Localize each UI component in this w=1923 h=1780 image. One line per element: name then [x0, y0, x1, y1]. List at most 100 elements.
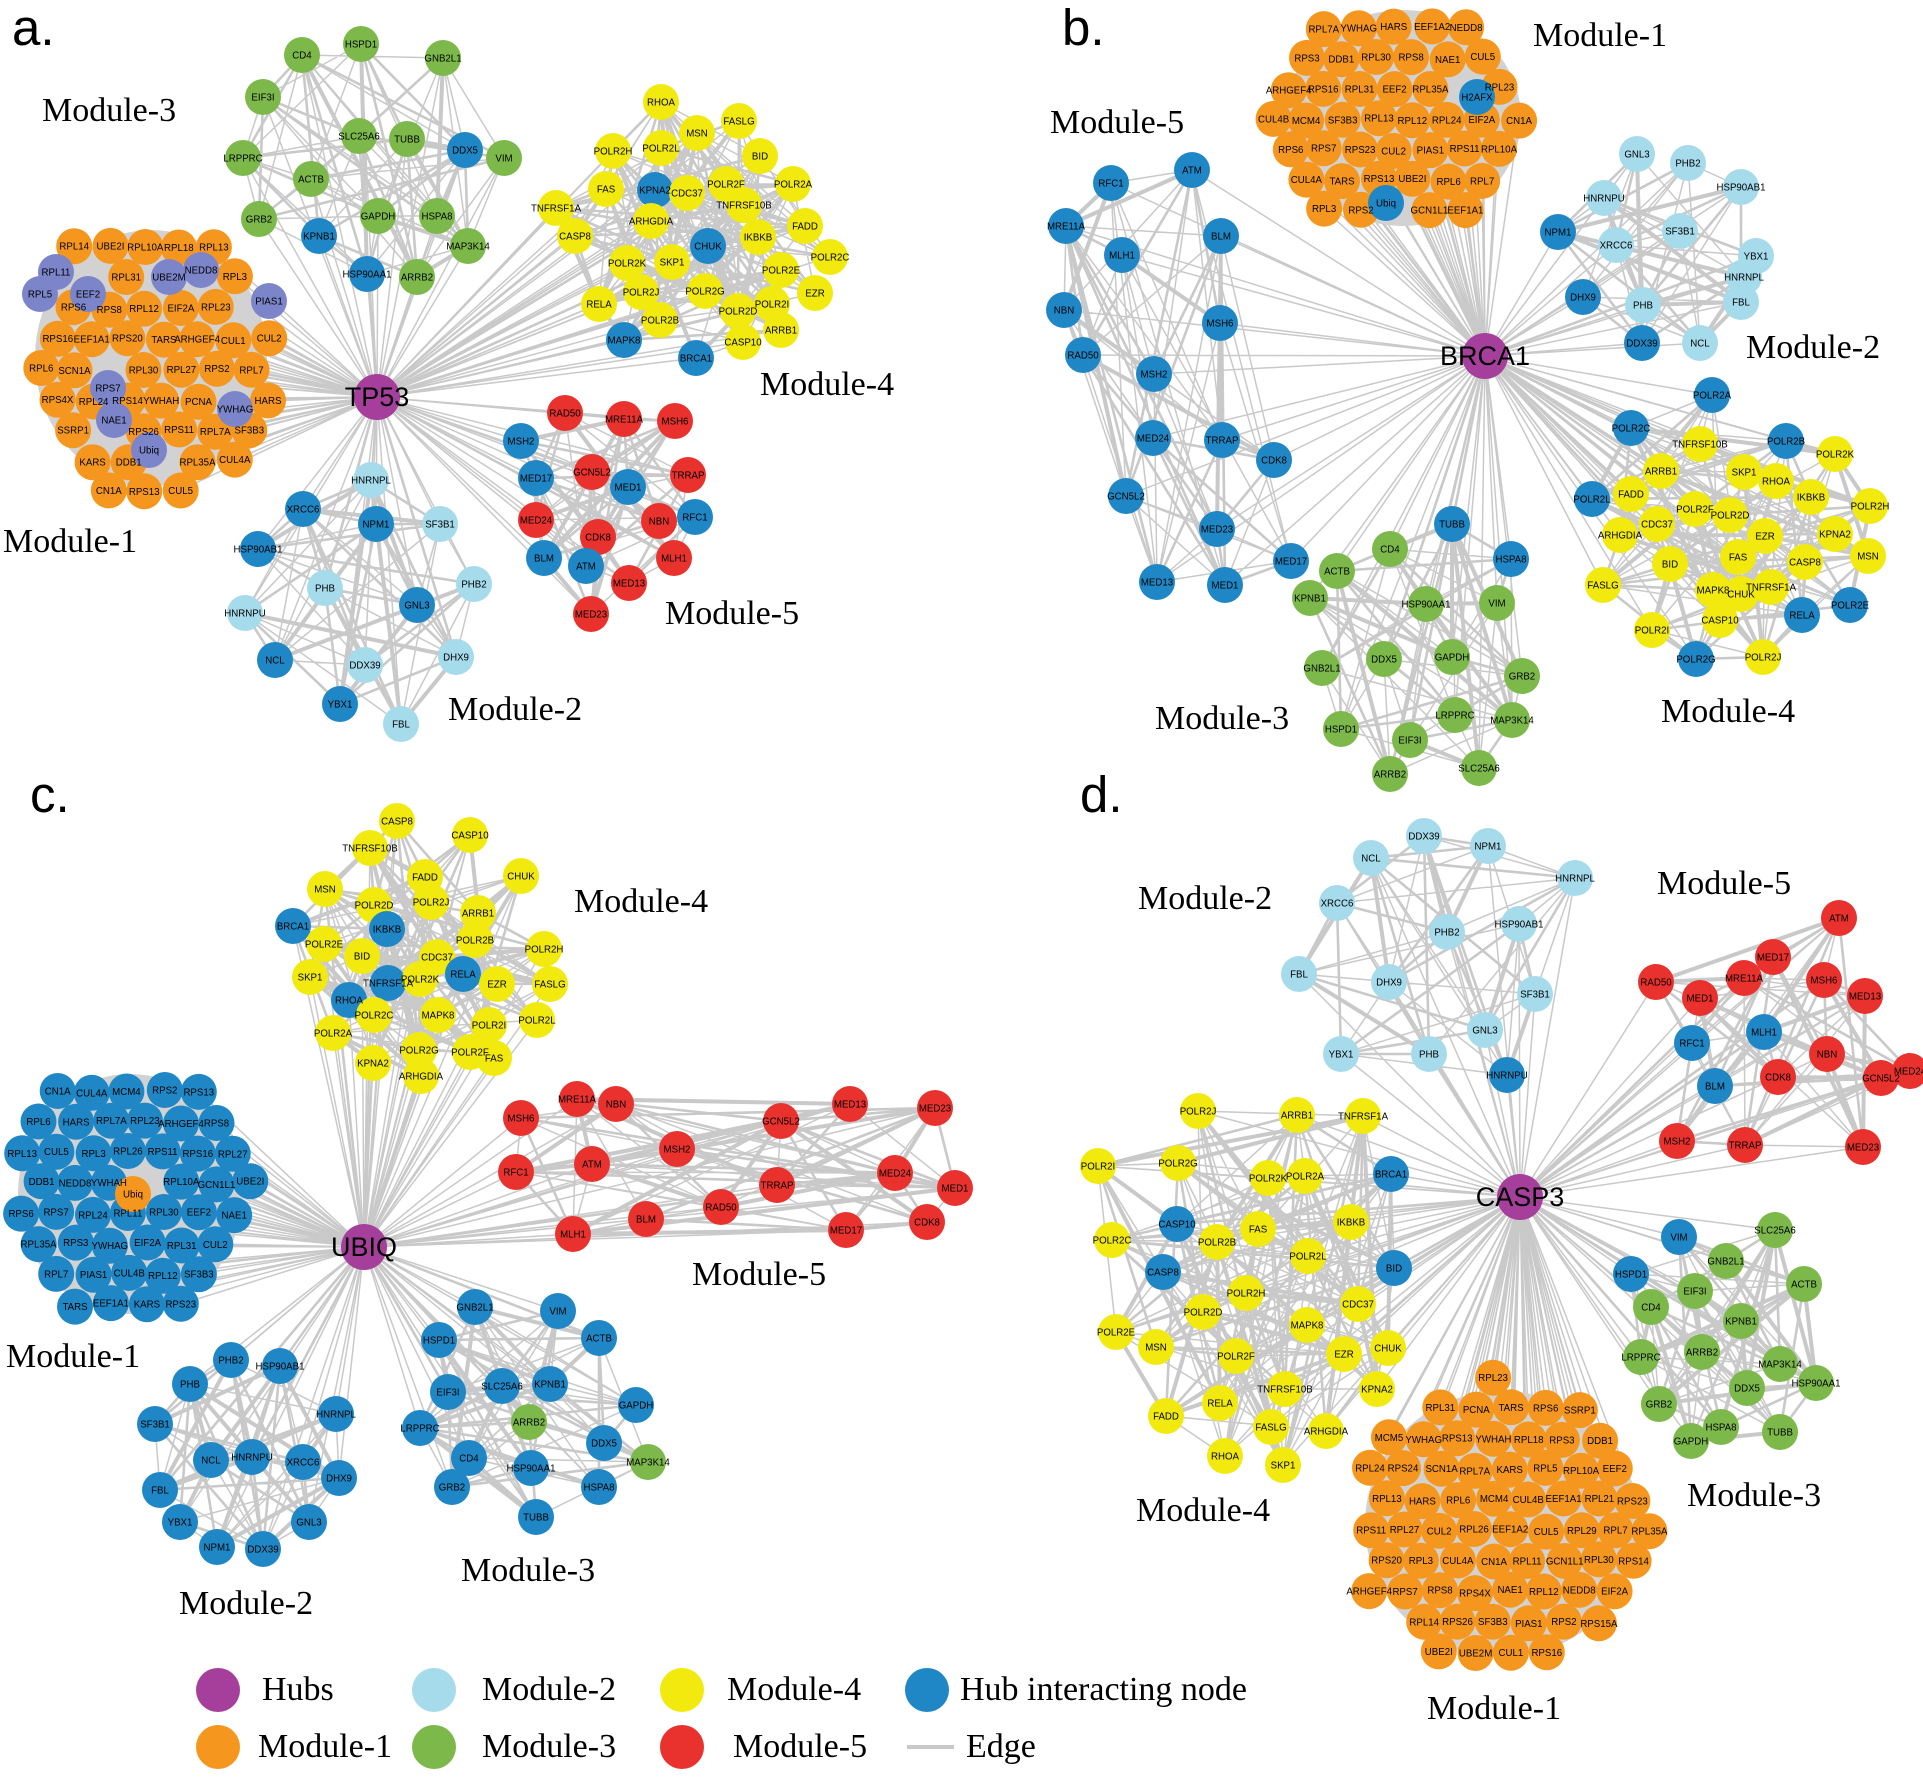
svg-text:HNRNPL: HNRNPL: [1724, 273, 1764, 284]
svg-text:RPL6: RPL6: [29, 364, 53, 375]
svg-text:UBE2I: UBE2I: [236, 1177, 264, 1188]
svg-text:UBE2I: UBE2I: [1398, 174, 1426, 185]
svg-text:RPS8: RPS8: [97, 305, 122, 316]
svg-text:CD4: CD4: [459, 1454, 479, 1465]
svg-text:RAD50: RAD50: [549, 409, 581, 420]
svg-text:RPL3: RPL3: [81, 1149, 105, 1160]
svg-text:MAP3K14: MAP3K14: [1758, 1360, 1802, 1371]
svg-text:CUL1: CUL1: [221, 336, 246, 347]
svg-text:PIAS1: PIAS1: [80, 1270, 107, 1281]
svg-text:UBE2I: UBE2I: [97, 241, 125, 252]
svg-text:LRPPRC: LRPPRC: [1435, 711, 1474, 722]
svg-text:RPS3: RPS3: [63, 1238, 88, 1249]
svg-text:EEF1A1: EEF1A1: [1447, 206, 1483, 217]
svg-text:DDB1: DDB1: [1328, 55, 1354, 66]
svg-text:RPS2: RPS2: [1348, 205, 1373, 216]
svg-text:GNB2L1: GNB2L1: [1707, 1257, 1744, 1268]
svg-text:GRB2: GRB2: [439, 1483, 465, 1494]
svg-text:SF3B1: SF3B1: [1520, 990, 1550, 1001]
svg-text:BRCA1: BRCA1: [277, 922, 309, 933]
svg-text:FAS: FAS: [1249, 1225, 1268, 1236]
svg-text:MLH1: MLH1: [560, 1230, 586, 1241]
svg-text:RPL24: RPL24: [79, 397, 109, 408]
svg-text:ATM: ATM: [582, 1160, 602, 1171]
svg-text:CUL4A: CUL4A: [1442, 1556, 1474, 1567]
svg-text:ATM: ATM: [576, 562, 596, 573]
svg-text:TNFRSF10B: TNFRSF10B: [1257, 1385, 1312, 1396]
svg-text:FAS: FAS: [1729, 553, 1748, 564]
svg-text:CUL1: CUL1: [1499, 1648, 1524, 1659]
svg-text:RPL23: RPL23: [201, 302, 231, 313]
svg-text:POLR2G: POLR2G: [399, 1046, 438, 1057]
svg-text:MED23: MED23: [1201, 525, 1233, 536]
svg-text:POLR2B: POLR2B: [1767, 437, 1805, 448]
svg-text:DDX5: DDX5: [452, 146, 478, 157]
svg-text:CD4: CD4: [1641, 1303, 1661, 1314]
svg-text:HSP90AA1: HSP90AA1: [342, 270, 391, 281]
svg-text:SCN1A: SCN1A: [58, 366, 91, 377]
svg-text:EIF3I: EIF3I: [1398, 736, 1421, 747]
svg-text:TARS: TARS: [151, 335, 177, 346]
svg-text:VIM: VIM: [1488, 599, 1505, 610]
svg-text:RPS14: RPS14: [112, 396, 143, 407]
svg-text:RPL13: RPL13: [199, 243, 229, 254]
svg-text:ACTB: ACTB: [1791, 1280, 1817, 1291]
svg-text:b.: b.: [1062, 0, 1105, 56]
svg-text:MLH1: MLH1: [661, 554, 687, 565]
svg-text:Module-1: Module-1: [6, 1338, 140, 1375]
svg-text:POLR2C: POLR2C: [1093, 1236, 1132, 1247]
svg-text:NBN: NBN: [649, 517, 669, 528]
svg-text:RPL24: RPL24: [1355, 1463, 1385, 1474]
svg-text:ATM: ATM: [1829, 914, 1849, 925]
svg-text:FASLG: FASLG: [1587, 581, 1618, 592]
svg-text:POLR2I: POLR2I: [1635, 626, 1669, 637]
svg-text:RPL3: RPL3: [223, 272, 247, 283]
svg-text:CHUK: CHUK: [1374, 1344, 1402, 1355]
svg-text:NAE1: NAE1: [222, 1211, 247, 1222]
svg-text:UBE2M: UBE2M: [1459, 1649, 1492, 1660]
svg-text:CHUK: CHUK: [694, 242, 722, 253]
svg-text:SF3B1: SF3B1: [1665, 227, 1695, 238]
svg-text:RPL6: RPL6: [1436, 177, 1460, 188]
svg-text:MED17: MED17: [1757, 953, 1789, 964]
svg-text:CDK8: CDK8: [1261, 456, 1287, 467]
svg-text:RPS26: RPS26: [1442, 1617, 1473, 1628]
svg-text:DDB1: DDB1: [116, 458, 142, 469]
svg-text:KPNB1: KPNB1: [534, 1380, 566, 1391]
svg-text:XRCC6: XRCC6: [1600, 241, 1633, 252]
svg-text:MED13: MED13: [613, 579, 645, 590]
svg-text:DDX39: DDX39: [1626, 339, 1657, 350]
svg-text:RPS2: RPS2: [152, 1086, 177, 1097]
svg-text:POLR2F: POLR2F: [1217, 1352, 1255, 1363]
svg-text:LRPPRC: LRPPRC: [400, 1424, 439, 1435]
svg-text:POLR2F: POLR2F: [707, 180, 745, 191]
svg-text:CDC37: CDC37: [421, 953, 453, 964]
svg-text:RPL13: RPL13: [7, 1149, 37, 1160]
svg-text:RELA: RELA: [1789, 611, 1815, 622]
svg-text:TNFRSF1A: TNFRSF1A: [363, 979, 414, 990]
svg-text:GNL3: GNL3: [1472, 1026, 1497, 1037]
svg-text:RPL18: RPL18: [164, 243, 194, 254]
svg-text:CASP8: CASP8: [559, 232, 591, 243]
svg-text:EEF2: EEF2: [1603, 1464, 1627, 1475]
svg-text:POLR2L: POLR2L: [642, 144, 680, 155]
svg-text:HNRNPL: HNRNPL: [351, 476, 391, 487]
svg-text:TNFRSF10B: TNFRSF10B: [716, 201, 771, 212]
svg-text:RPL13: RPL13: [1364, 114, 1394, 125]
svg-text:Module-4: Module-4: [574, 883, 708, 920]
svg-text:POLR2H: POLR2H: [594, 147, 633, 158]
svg-text:RELA: RELA: [450, 970, 476, 981]
svg-text:RAD50: RAD50: [705, 1203, 737, 1214]
svg-text:RPS16: RPS16: [182, 1149, 213, 1160]
svg-text:CUL2: CUL2: [257, 334, 282, 345]
svg-text:CUL4A: CUL4A: [76, 1088, 108, 1099]
svg-text:MED24: MED24: [520, 516, 553, 527]
svg-text:CASP10: CASP10: [1701, 616, 1739, 627]
svg-text:TRRAP: TRRAP: [672, 471, 705, 482]
svg-text:POLR2L: POLR2L: [518, 1016, 556, 1027]
svg-text:GCN5L2: GCN5L2: [573, 468, 611, 479]
svg-text:PIAS1: PIAS1: [1417, 146, 1444, 157]
svg-text:MED1: MED1: [615, 483, 642, 494]
svg-text:GNL3: GNL3: [296, 1518, 321, 1529]
svg-text:IKBKB: IKBKB: [744, 233, 773, 244]
